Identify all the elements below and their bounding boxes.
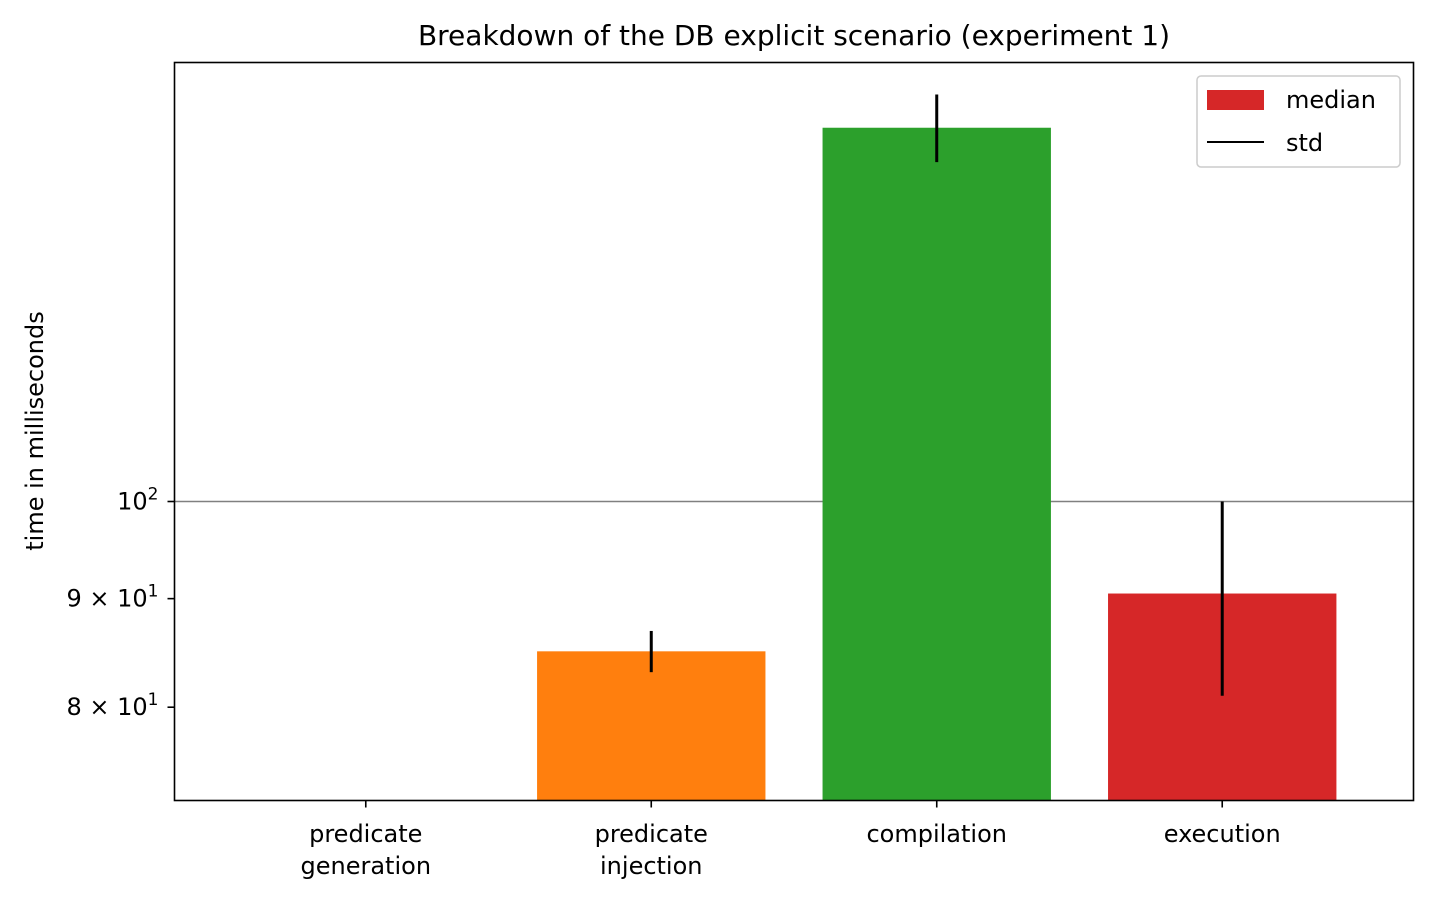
x-tick-label: predicate <box>309 820 422 848</box>
y-tick-label: 8 × 101 <box>66 690 158 721</box>
y-axis-label: time in milliseconds <box>21 311 49 551</box>
legend-median-swatch <box>1207 90 1264 110</box>
bar <box>537 651 766 801</box>
x-ticks: predicate generation predicate injection com… <box>301 800 1281 880</box>
bars-layer <box>537 127 1337 801</box>
legend-median-label: median <box>1286 86 1376 114</box>
x-tick-label: compilation <box>866 820 1007 848</box>
x-tick-label: injection <box>600 852 702 880</box>
chart-title: Breakdown of the DB explicit scenario (e… <box>418 19 1170 52</box>
y-tick-label: 9 × 101 <box>66 582 158 613</box>
y-ticks: 8 × 101 9 × 101 102 <box>66 485 175 721</box>
legend: median std <box>1196 75 1401 168</box>
errorbars-layer <box>649 94 1224 696</box>
plot-frame <box>173 61 1415 802</box>
x-tick-label: predicate <box>595 820 708 848</box>
x-tick-label: generation <box>301 852 432 880</box>
legend-std-label: std <box>1286 129 1323 157</box>
bar <box>822 127 1051 801</box>
x-tick-label: execution <box>1164 820 1281 848</box>
y-tick-label: 102 <box>117 485 158 516</box>
